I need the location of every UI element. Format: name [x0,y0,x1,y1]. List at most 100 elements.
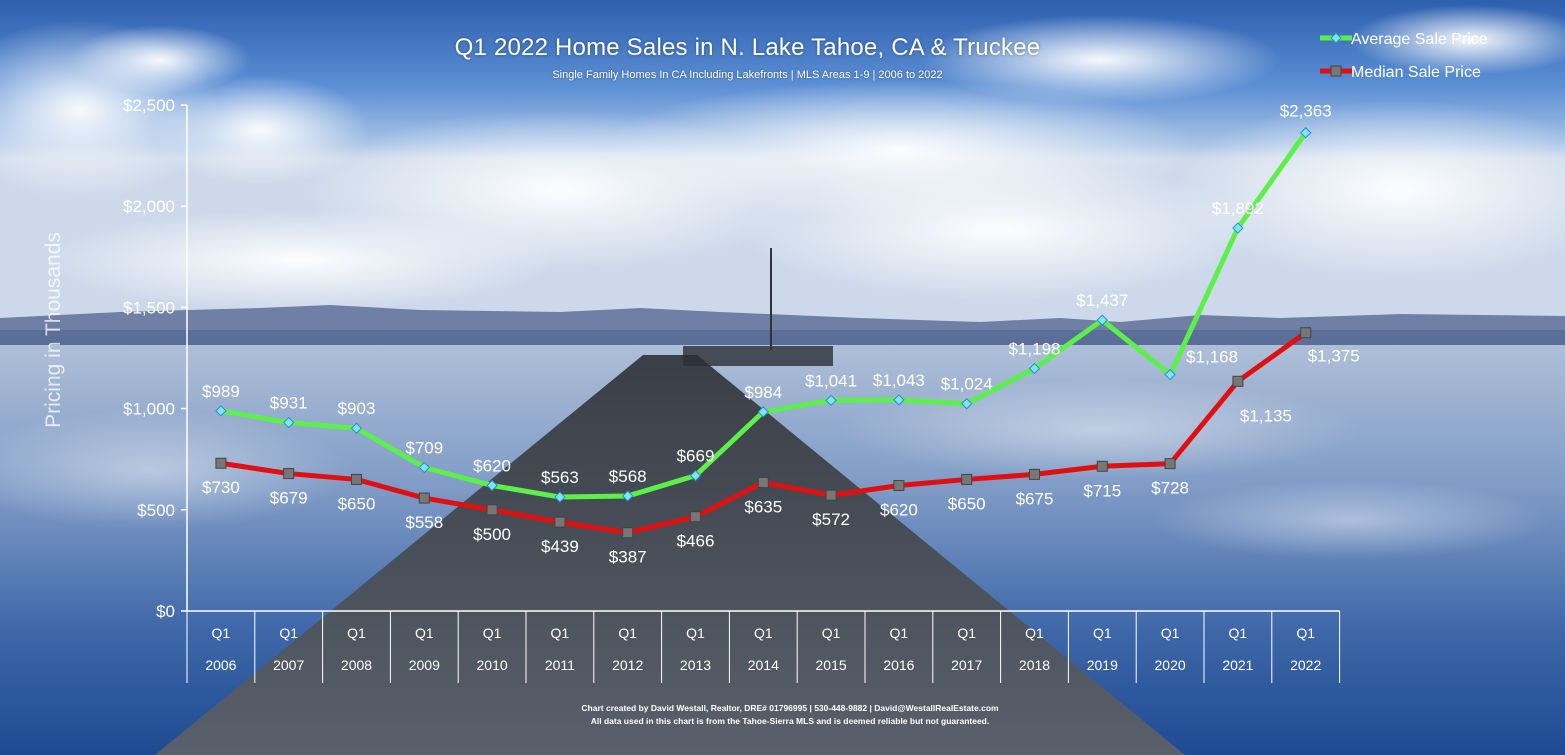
median-point [825,489,837,501]
x-tick-quarter: Q1 [957,625,976,641]
clouds [0,5,1565,310]
x-tick-quarter: Q1 [618,625,637,641]
average-point [1028,362,1041,375]
median-point [1164,458,1176,470]
average-point [689,469,702,482]
pier-platform [683,346,833,366]
x-tick-quarter: Q1 [212,625,231,641]
x-tick-quarter: Q1 [1296,625,1315,641]
y-tick-label: $2,500 [123,96,175,115]
median-data-label: $675 [1016,489,1054,508]
legend-median-label: Median Sale Price [1351,64,1481,81]
average-data-label: $620 [473,457,511,476]
average-data-label: $669 [677,447,715,466]
median-point [418,492,430,504]
x-tick-quarter: Q1 [1093,625,1112,641]
x-tick-quarter: Q1 [1161,625,1180,641]
average-data-label: $568 [609,467,647,486]
average-point [486,479,498,492]
median-point [1029,468,1040,480]
x-tick-year: 2019 [1087,657,1118,673]
footer-credit: Chart created by David Westall, Realtor,… [581,703,999,713]
median-point [554,516,566,528]
pier-dock [155,355,1185,755]
y-tick-label: $2,000 [123,197,175,216]
legend-average-label: Average Sale Price [1351,31,1488,48]
average-data-label: $984 [744,383,782,402]
average-data-label: $931 [270,394,308,413]
average-point [418,461,431,474]
median-data-label: $558 [405,513,443,532]
footer-disclaimer: All data used in this chart is from the … [590,716,990,726]
average-data-label: $1,168 [1186,348,1238,367]
median-data-label: $715 [1083,481,1121,500]
median-point [622,527,634,539]
x-tick-year: 2012 [612,657,643,673]
median-data-label: $572 [812,510,850,529]
median-point [961,473,973,485]
legend-median-marker [1330,65,1342,77]
average-data-label: $1,198 [1009,340,1061,359]
median-data-label: $387 [609,548,647,567]
average-point [1164,368,1176,381]
x-tick-year: 2008 [341,657,372,673]
average-point [960,398,973,410]
median-point [893,480,905,492]
x-tick-quarter: Q1 [754,625,773,641]
average-data-label: $709 [405,438,443,457]
x-tick-year: 2006 [205,657,236,673]
chart-title: Q1 2022 Home Sales in N. Lake Tahoe, CA … [454,34,1041,61]
median-data-label: $620 [880,501,918,520]
median-point [486,504,498,516]
x-tick-quarter: Q1 [483,625,502,641]
x-tick-year: 2017 [951,657,982,673]
average-data-label: $563 [541,468,579,487]
average-point [825,394,837,407]
median-point [283,468,295,480]
x-tick-year: 2010 [477,657,508,673]
average-point [554,491,566,503]
average-data-label: $1,024 [941,375,993,394]
median-point [351,473,362,485]
x-tick-quarter: Q1 [279,625,298,641]
average-point [282,416,295,429]
median-data-label: $1,375 [1308,347,1360,366]
y-tick-label: $0 [156,602,175,621]
median-data-label: $650 [338,494,376,513]
x-tick-year: 2007 [273,657,304,673]
average-point [1232,222,1244,234]
x-tick-quarter: Q1 [686,625,705,641]
y-tick-label: $1,000 [123,400,175,419]
median-data-label: $500 [473,525,511,544]
average-data-label: $989 [202,382,240,401]
y-axis-label: Pricing in Thousands [42,232,65,428]
x-tick-year: 2016 [883,657,914,673]
x-tick-quarter: Q1 [822,625,841,641]
x-tick-quarter: Q1 [551,625,570,641]
median-point [1300,327,1312,339]
average-point [757,406,770,418]
average-data-label: $1,041 [805,371,857,390]
median-point [1096,460,1108,472]
y-tick-label: $500 [137,501,175,520]
y-tick-label: $1,500 [123,298,175,317]
x-tick-year: 2018 [1019,657,1050,673]
median-point [690,511,701,523]
chart-subtitle: Single Family Homes In CA Including Lake… [552,69,943,81]
average-sale-price-line [220,131,1308,500]
x-tick-year: 2022 [1290,657,1321,673]
median-point [215,457,227,469]
average-point [1096,314,1109,326]
average-data-label: $1,437 [1076,291,1128,310]
average-point [1299,127,1312,139]
median-data-label: $679 [270,489,308,508]
median-data-label: $466 [677,532,715,551]
median-data-label: $439 [541,537,579,556]
median-data-label: $728 [1151,479,1189,498]
x-tick-year: 2009 [409,657,440,673]
x-tick-year: 2015 [816,657,847,673]
x-tick-quarter: Q1 [890,625,909,641]
median-point [757,476,769,488]
